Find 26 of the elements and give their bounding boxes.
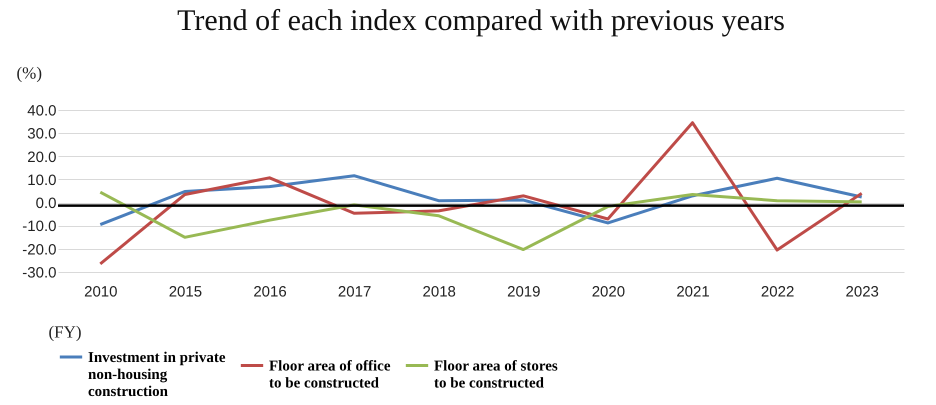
chart-title: Trend of each index compared with previous years <box>177 4 785 37</box>
y-tick-label: 40.0 <box>27 102 56 120</box>
x-tick-label: 2017 <box>338 284 372 300</box>
y-tick-label: 20.0 <box>27 148 56 166</box>
y-tick-label: -10.0 <box>22 218 56 236</box>
x-tick-label: 2020 <box>592 284 626 300</box>
line-series <box>98 190 864 252</box>
y-tick-label: -20.0 <box>22 241 56 258</box>
x-tick-label: 2016 <box>253 284 287 300</box>
x-axis-title: (FY) <box>48 322 82 342</box>
x-tick-label: 2010 <box>84 284 118 300</box>
legend-label: Floor area of stores to be constructed <box>434 358 558 392</box>
y-axis-title: (%) <box>16 64 42 82</box>
y-tick-label: 30.0 <box>27 126 56 143</box>
x-tick-label: 2021 <box>676 284 710 300</box>
legend-label: Investment in private non-housing construction <box>88 350 226 400</box>
x-tick-label: 2015 <box>168 284 202 300</box>
y-tick-label: -30.0 <box>22 264 56 282</box>
line-series <box>98 121 864 266</box>
legend-label: Floor area of office to be constructed <box>269 358 391 392</box>
x-tick-label: 2018 <box>422 284 456 300</box>
x-tick-label: 2023 <box>846 284 879 300</box>
y-tick-label: 0.0 <box>36 195 56 212</box>
x-tick-label: 2019 <box>507 284 540 300</box>
x-tick-label: 2022 <box>760 284 794 300</box>
y-tick-label: 10.0 <box>27 172 56 189</box>
